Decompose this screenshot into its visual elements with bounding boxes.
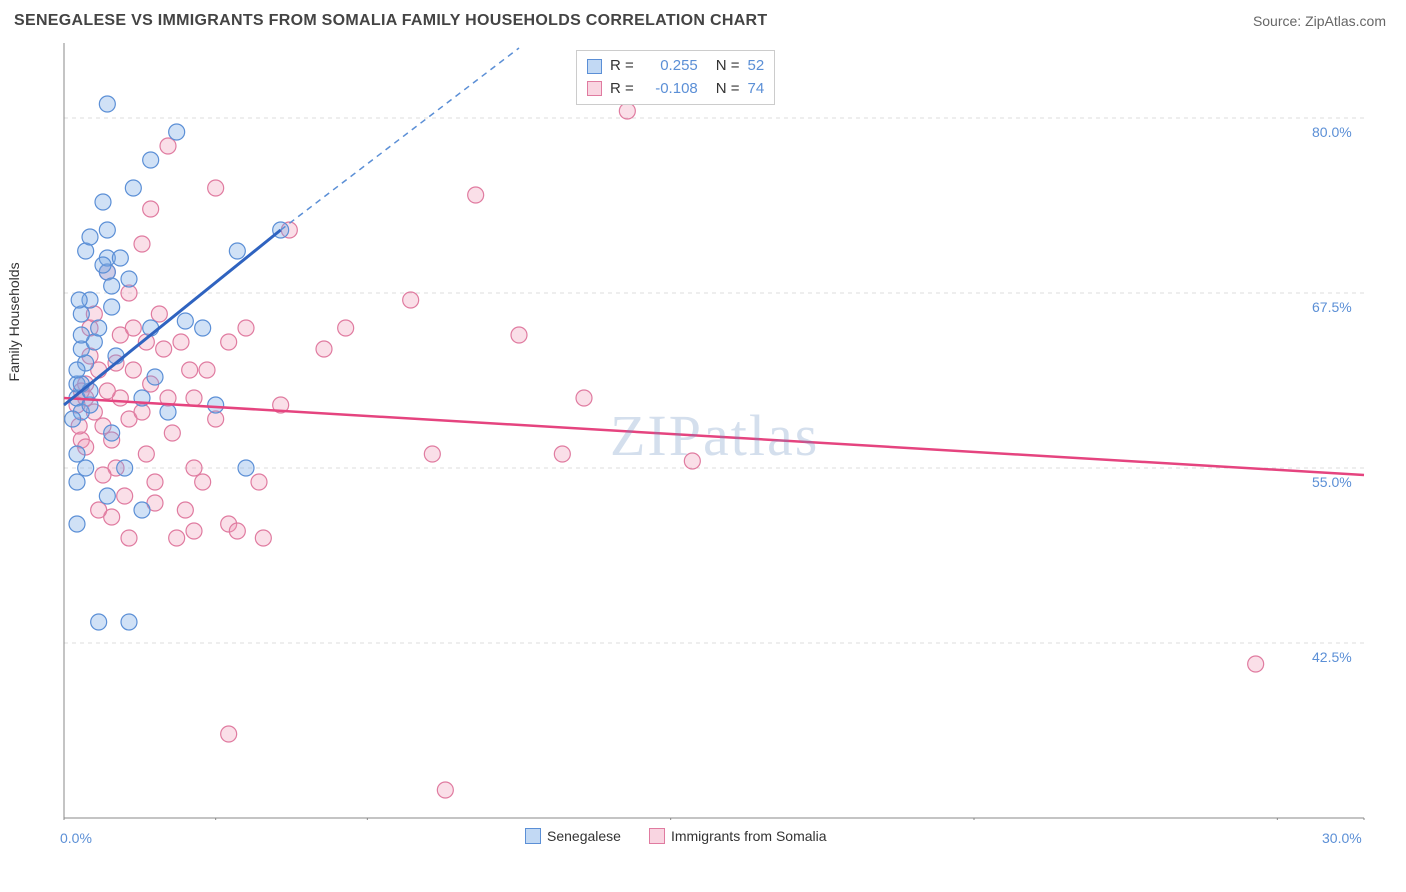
stats-row-somalia: R =-0.108N =74 <box>587 78 764 101</box>
stats-row-senegalese: R =0.255N =52 <box>587 55 764 78</box>
legend-item-somalia: Immigrants from Somalia <box>649 828 827 844</box>
chart-container: Family Households ZIPatlas R =0.255N =52… <box>20 40 1406 825</box>
y-tick-label: 42.5% <box>1312 649 1352 665</box>
y-tick-label: 67.5% <box>1312 299 1352 315</box>
x-tick-label: 30.0% <box>1322 830 1362 846</box>
y-axis-label: Family Households <box>6 262 22 381</box>
page-title: SENEGALESE VS IMMIGRANTS FROM SOMALIA FA… <box>14 12 768 30</box>
y-tick-label: 80.0% <box>1312 124 1352 140</box>
scatter-chart <box>20 40 1376 820</box>
source-prefix: Source: <box>1253 13 1305 29</box>
series-legend: Senegalese Immigrants from Somalia <box>525 828 827 844</box>
x-tick-label: 0.0% <box>60 830 92 846</box>
source-name: ZipAtlas.com <box>1305 13 1386 29</box>
correlation-stats-box: R =0.255N =52R =-0.108N =74 <box>576 50 775 105</box>
source-attribution: Source: ZipAtlas.com <box>1253 13 1386 29</box>
legend-item-senegalese: Senegalese <box>525 828 621 844</box>
y-tick-label: 55.0% <box>1312 474 1352 490</box>
